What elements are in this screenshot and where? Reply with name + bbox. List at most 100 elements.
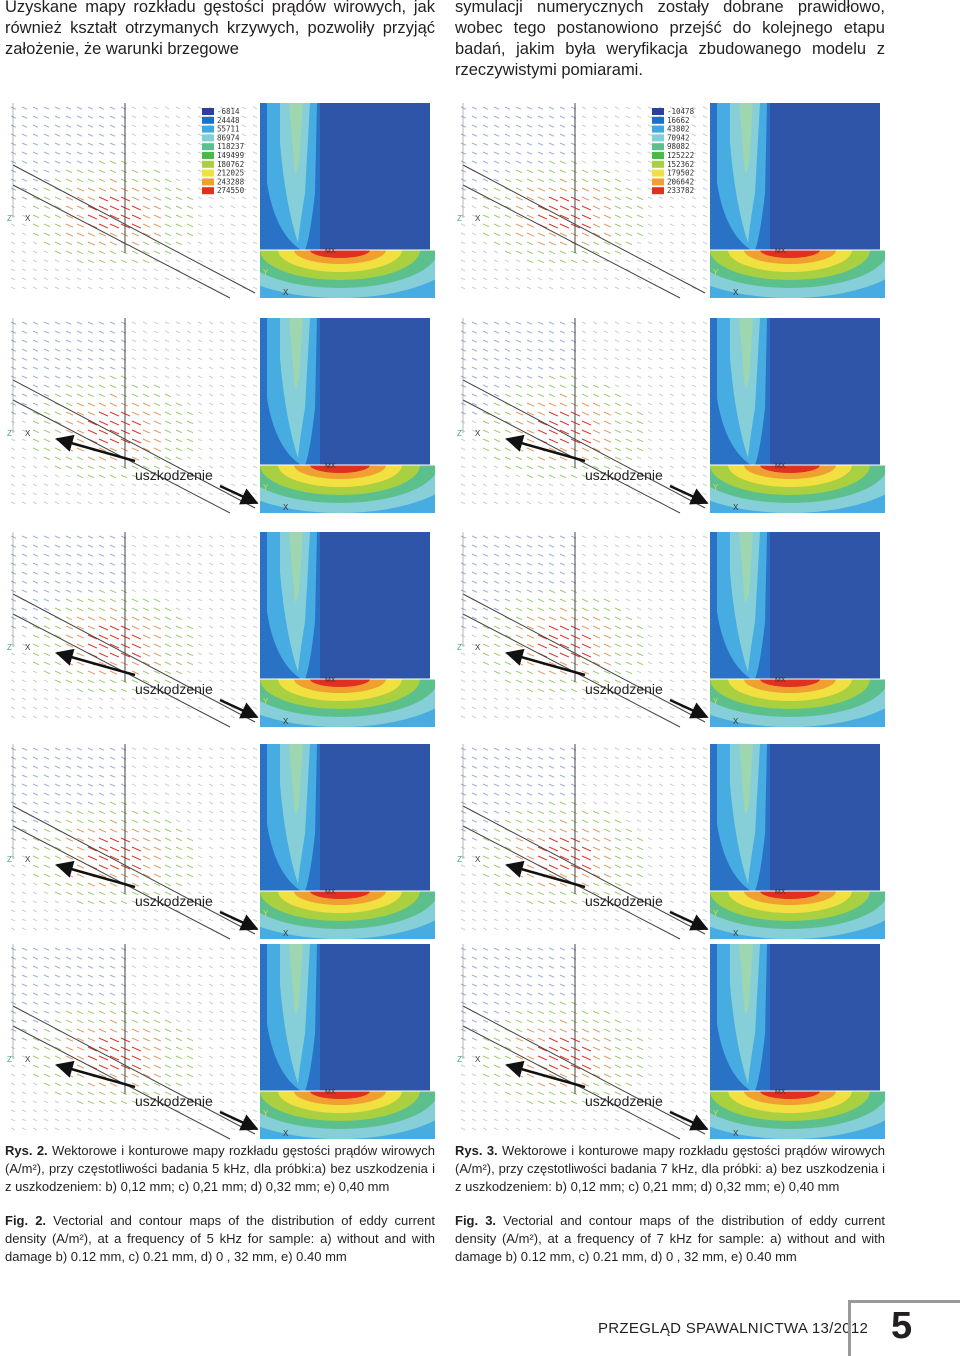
vector (219, 106, 225, 110)
vector (625, 756, 631, 760)
vector (471, 706, 477, 710)
legend-swatch (652, 143, 664, 151)
vector (98, 133, 105, 137)
vector (21, 429, 27, 433)
vector (76, 774, 83, 778)
vector (460, 956, 467, 960)
vector (76, 429, 85, 434)
vector (548, 384, 556, 389)
vector (109, 501, 115, 505)
vector (636, 384, 642, 388)
vector (482, 947, 489, 951)
vector (614, 483, 620, 487)
vector (175, 357, 181, 361)
vector (537, 142, 544, 146)
vector (537, 1091, 545, 1096)
vector (10, 321, 17, 325)
vector (680, 882, 686, 886)
vector (603, 643, 612, 648)
axis-label: Y (263, 483, 269, 492)
vector (460, 580, 467, 584)
vector (87, 909, 93, 913)
vector (87, 756, 94, 760)
vector (197, 956, 203, 960)
vector (208, 1001, 214, 1005)
vector (548, 339, 555, 343)
vector (526, 124, 533, 128)
vector (120, 819, 128, 824)
vector (252, 616, 258, 620)
vector (504, 142, 511, 146)
vector (175, 1037, 183, 1042)
vector (647, 747, 653, 751)
vector (54, 393, 62, 398)
vector (515, 384, 523, 389)
vector (526, 535, 533, 539)
vector (76, 544, 83, 548)
vector (109, 535, 116, 539)
vector (581, 223, 592, 229)
vector (175, 115, 181, 119)
vector (460, 366, 467, 370)
vector (581, 384, 589, 389)
vector (131, 747, 137, 751)
vector (230, 918, 236, 922)
vector (153, 1082, 161, 1087)
vector (208, 634, 214, 638)
vector (504, 268, 510, 272)
vector (493, 142, 500, 146)
vector (570, 607, 578, 612)
vector (669, 765, 675, 769)
vector (636, 965, 642, 969)
vector (164, 810, 170, 814)
contour-band (289, 532, 303, 602)
vector (471, 974, 478, 978)
vector (526, 715, 532, 719)
vector (120, 483, 126, 487)
vector (186, 429, 194, 434)
vector (559, 864, 570, 870)
vector (54, 661, 62, 666)
vector (658, 864, 664, 868)
vector (515, 250, 523, 255)
vector (603, 616, 611, 621)
vector (658, 535, 664, 539)
vector (87, 151, 94, 155)
vector (230, 1055, 236, 1059)
vector (614, 918, 620, 922)
vector (658, 402, 664, 406)
vector (548, 250, 556, 255)
vector (460, 447, 466, 451)
vector (76, 747, 83, 751)
vector (680, 783, 686, 787)
vector (87, 474, 95, 479)
pointer-arrow (669, 484, 709, 505)
vector (186, 1001, 192, 1005)
vector (164, 124, 170, 128)
vector (548, 1118, 554, 1122)
vector (208, 873, 214, 877)
vector (164, 598, 170, 602)
vector (32, 223, 40, 228)
vector (98, 616, 107, 621)
vector (76, 124, 83, 128)
vector (98, 115, 105, 119)
vector (219, 974, 225, 978)
vector (493, 891, 499, 895)
vector (43, 837, 51, 842)
contour-band (739, 744, 753, 814)
vector (592, 1046, 601, 1051)
vector (153, 783, 159, 787)
vector (241, 250, 247, 254)
pointer-arrow (219, 1110, 259, 1131)
vector (208, 1082, 214, 1086)
vector (21, 625, 28, 629)
vector (120, 1118, 126, 1122)
vector (592, 268, 598, 272)
vector (230, 956, 236, 960)
vector (54, 205, 62, 210)
vector (658, 774, 664, 778)
vector (87, 321, 94, 325)
vector (603, 900, 609, 904)
vector (504, 1082, 512, 1087)
